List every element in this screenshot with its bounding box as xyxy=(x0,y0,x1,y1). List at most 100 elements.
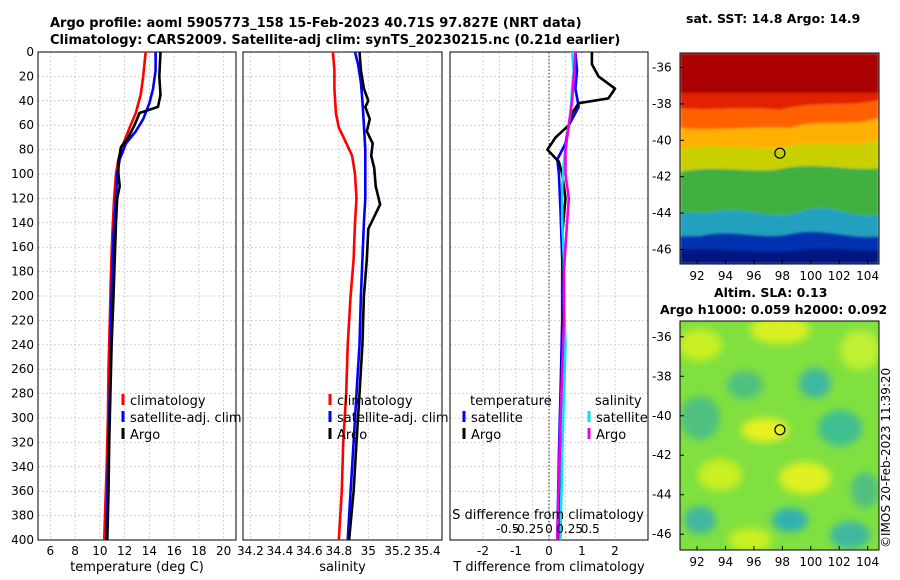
depth-tick-label: 60 xyxy=(19,118,34,132)
temp-x-tick-label: 16 xyxy=(166,544,181,558)
depth-tick-label: 320 xyxy=(11,435,34,449)
sla-argo-position-marker xyxy=(774,424,786,436)
sst-x-tick-label: 98 xyxy=(775,269,790,283)
sal-x-tick-label: 34.4 xyxy=(266,544,293,558)
sst-x-tick-label: 104 xyxy=(856,269,879,283)
sst-argo-position-marker xyxy=(774,147,786,159)
depth-tick-label: 220 xyxy=(11,313,34,327)
sal-series-satellite-adj-clim xyxy=(346,51,367,541)
sst-map-title: sat. SST: 14.8 Argo: 14.9 xyxy=(686,11,861,26)
sla-map-subtitle: Argo h1000: 0.059 h2000: 0.092 xyxy=(660,302,888,317)
sal-series-climatology xyxy=(331,51,358,541)
diff-legend-t-label: Argo xyxy=(471,428,501,443)
sst-x-tick-label: 92 xyxy=(689,269,704,283)
sal-axes-frame xyxy=(242,51,443,541)
depth-tick-label: 400 xyxy=(11,533,34,547)
copyright-text: ©IMOS 20-Feb-2023 11:39:20 xyxy=(879,367,893,548)
sal-x-tick-label: 35.4 xyxy=(414,544,441,558)
depth-tick-label: 160 xyxy=(11,240,34,254)
diff-top-tick-label: 0 xyxy=(545,522,553,536)
sst-map xyxy=(680,53,879,264)
temp-series-argo xyxy=(106,51,162,541)
diff-series-s-argo xyxy=(556,51,577,541)
sal-legend-label: climatology xyxy=(337,394,413,409)
depth-tick-label: 20 xyxy=(19,69,34,83)
diff-top-tick-label: -0.25 xyxy=(513,522,544,536)
depth-tick-label: 260 xyxy=(11,362,34,376)
temp-legend-label: satellite-adj. clim xyxy=(130,411,242,426)
sst-x-tick-label: 96 xyxy=(746,269,761,283)
temp-x-tick-label: 18 xyxy=(191,544,206,558)
depth-tick-label: 180 xyxy=(11,265,34,279)
profile-plots: 0204060801001201401601802002202402602803… xyxy=(11,45,879,575)
sla-x-tick-label: 92 xyxy=(689,555,704,569)
diff-top-tick-label: 0.25 xyxy=(556,522,583,536)
depth-tick-label: 380 xyxy=(11,509,34,523)
depth-tick-label: 140 xyxy=(11,216,34,230)
sla-x-tick-label: 96 xyxy=(746,555,761,569)
sla-y-tick-label: -42 xyxy=(652,448,672,462)
temp-x-tick-label: 12 xyxy=(117,544,132,558)
sla-x-tick-label: 102 xyxy=(828,555,851,569)
temp-x-tick-label: 10 xyxy=(92,544,107,558)
temp-x-tick-label: 8 xyxy=(71,544,79,558)
depth-tick-label: 340 xyxy=(11,460,34,474)
diff-legend-s-heading: salinity xyxy=(595,394,642,409)
depth-tick-label: 100 xyxy=(11,167,34,181)
sal-series-argo xyxy=(347,51,382,541)
sla-y-tick-label: -44 xyxy=(652,488,672,502)
sst-x-tick-label: 94 xyxy=(718,269,733,283)
temp-legend-label: Argo xyxy=(130,428,160,443)
temp-x-tick-label: 6 xyxy=(47,544,55,558)
sal-x-axis-label: salinity xyxy=(319,560,366,575)
depth-tick-label: 360 xyxy=(11,484,34,498)
temp-x-tick-label: 14 xyxy=(142,544,157,558)
depth-tick-label: 240 xyxy=(11,338,34,352)
diff-x-axis-label: T difference from climatology xyxy=(452,560,645,575)
diff-legend-t-label: satellite xyxy=(471,411,523,426)
sla-x-tick-label: 94 xyxy=(718,555,733,569)
sla-x-tick-label: 98 xyxy=(775,555,790,569)
diff-x-tick-label: 2 xyxy=(611,544,619,558)
sal-legend-label: Argo xyxy=(337,428,367,443)
header-line-1: Argo profile: aoml 5905773_158 15-Feb-20… xyxy=(50,16,582,31)
sla-map xyxy=(680,321,879,550)
sst-x-tick-label: 100 xyxy=(799,269,822,283)
sla-map-title: Altim. SLA: 0.13 xyxy=(714,285,828,300)
diff-x-tick-label: 0 xyxy=(545,544,553,558)
depth-tick-label: 300 xyxy=(11,411,34,425)
diff-x-tick-label: -1 xyxy=(510,544,522,558)
depth-tick-label: 40 xyxy=(19,94,34,108)
sla-y-tick-label: -38 xyxy=(652,369,672,383)
sst-y-tick-label: -46 xyxy=(652,242,672,256)
sal-x-tick-label: 35.2 xyxy=(384,544,411,558)
temp-x-axis-label: temperature (deg C) xyxy=(70,560,204,575)
sal-x-tick-label: 35 xyxy=(361,544,376,558)
sst-y-tick-label: -44 xyxy=(652,206,672,220)
diff-top-tick-label: 0.5 xyxy=(581,522,600,536)
sst-y-tick-label: -42 xyxy=(652,170,672,184)
sal-x-tick-label: 34.8 xyxy=(325,544,352,558)
sst-y-tick-label: -38 xyxy=(652,97,672,111)
diff-top-tick-label: -0.5 xyxy=(496,522,519,536)
sla-x-tick-label: 104 xyxy=(856,555,879,569)
sla-y-tick-label: -46 xyxy=(652,527,672,541)
sla-y-tick-label: -36 xyxy=(652,330,672,344)
depth-tick-label: 200 xyxy=(11,289,34,303)
diff-legend-t-heading: temperature xyxy=(470,394,552,409)
sst-x-tick-label: 102 xyxy=(828,269,851,283)
sst-y-tick-label: -36 xyxy=(652,61,672,75)
depth-tick-label: 0 xyxy=(26,45,34,59)
depth-tick-label: 280 xyxy=(11,387,34,401)
temp-x-tick-label: 20 xyxy=(216,544,231,558)
diff-legend-s-label: Argo xyxy=(596,428,626,443)
diff-x-tick-label: -2 xyxy=(477,544,489,558)
diff-legend-s-label: satellite xyxy=(596,411,648,426)
diff-x-tick-label: 1 xyxy=(578,544,586,558)
sst-y-tick-label: -40 xyxy=(652,133,672,147)
temp-legend-label: climatology xyxy=(130,394,206,409)
sla-y-tick-label: -40 xyxy=(652,409,672,423)
sla-x-tick-label: 100 xyxy=(799,555,822,569)
sal-legend-label: satellite-adj. clim xyxy=(337,411,449,426)
